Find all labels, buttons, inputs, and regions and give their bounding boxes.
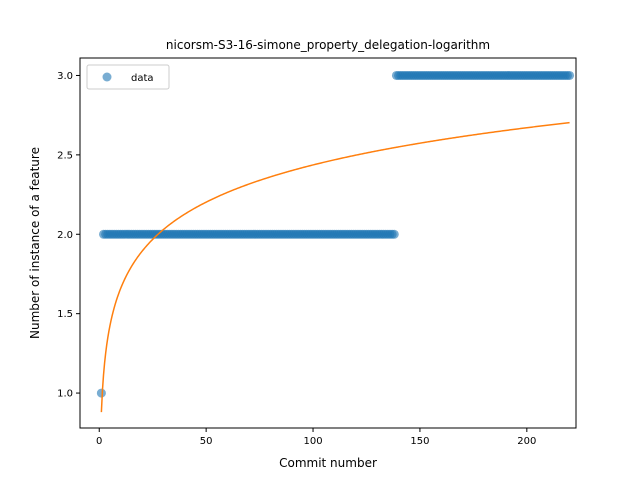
- y-axis-title: Number of instance of a feature: [28, 147, 42, 339]
- fit-line: [100, 121, 570, 413]
- y-axis: 1.0 1.5 2.0 2.5 3.0: [57, 71, 80, 400]
- x-tick-label: 100: [303, 436, 322, 447]
- legend-label-data: data: [131, 73, 154, 84]
- x-axis: 0 50 100 150 200: [96, 428, 536, 447]
- legend-box: [86, 64, 170, 90]
- legend: data: [86, 64, 170, 90]
- y-tick-label: 2.0: [57, 230, 73, 241]
- y-tick-label: 3.0: [57, 71, 73, 82]
- y-tick-label: 2.5: [57, 150, 73, 161]
- data-point: [565, 70, 575, 80]
- y-tick-label: 1.0: [57, 389, 73, 400]
- data-layer: [96, 70, 575, 398]
- x-tick-label: 150: [410, 436, 429, 447]
- x-tick-label: 0: [96, 436, 102, 447]
- plot-area: [79, 57, 577, 429]
- y-tick-label: 1.5: [57, 309, 73, 320]
- chart-title: nicorsm-S3-16-simone_property_delegation…: [166, 38, 490, 52]
- fit-layer: [100, 121, 570, 413]
- data-point: [389, 229, 399, 239]
- x-tick-label: 200: [517, 436, 536, 447]
- legend-marker: [102, 72, 112, 82]
- plot-frame: [79, 57, 577, 429]
- x-axis-title: Commit number: [279, 456, 377, 470]
- x-tick-label: 50: [200, 436, 213, 447]
- data-point: [96, 388, 106, 398]
